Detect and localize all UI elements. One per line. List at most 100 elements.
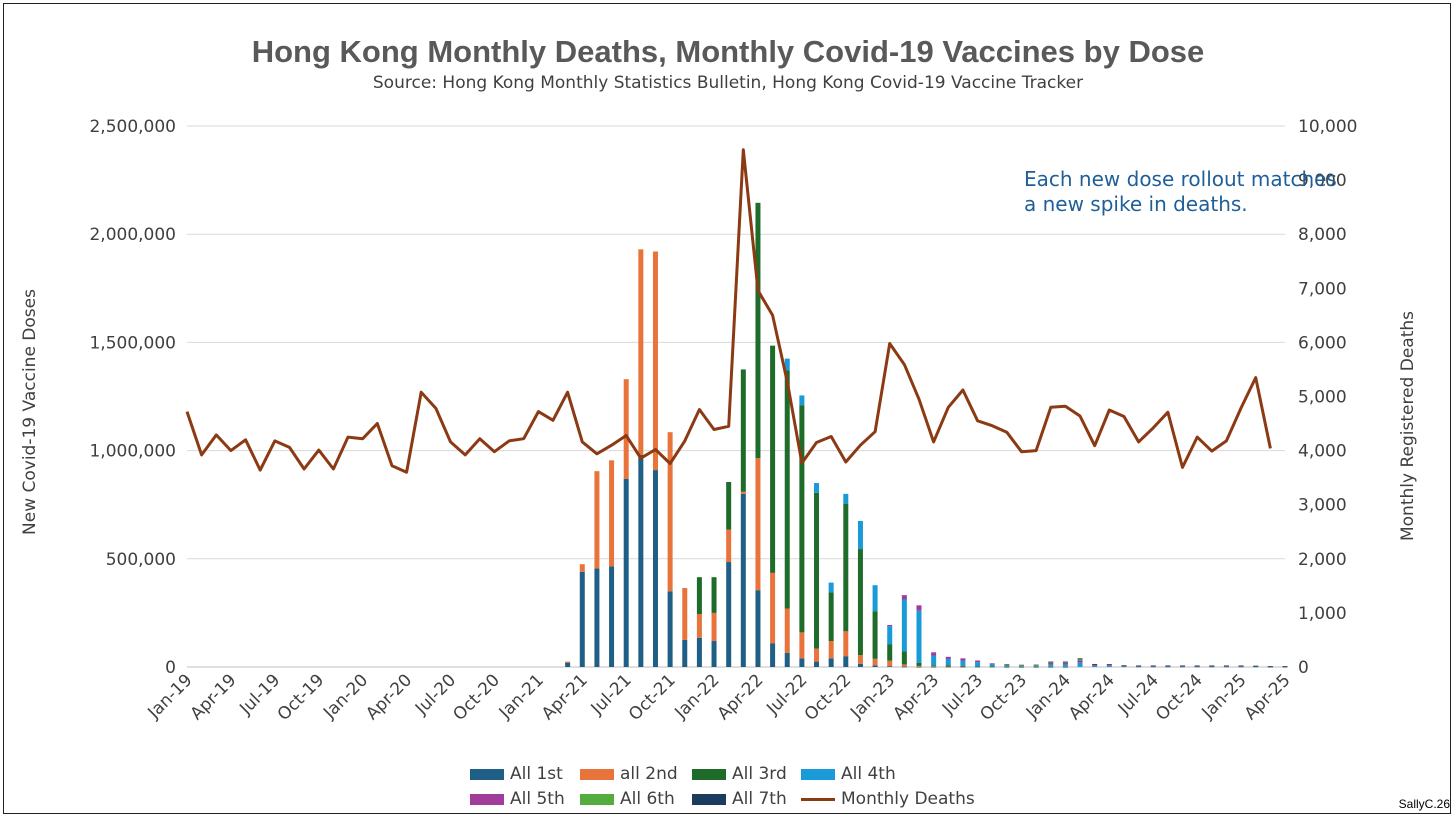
bar-segment (770, 572, 776, 644)
bar-segment (975, 662, 981, 667)
bar-segment (711, 577, 717, 613)
bar-segment (916, 665, 922, 667)
bar-segment (1238, 665, 1244, 667)
bar-segment (1048, 666, 1054, 668)
legend-swatch-dose2 (580, 768, 614, 780)
bar-segment (828, 592, 834, 642)
bar-segment (872, 658, 878, 666)
legend-item-dose5: All 5th (470, 789, 565, 809)
bar-segment (1018, 666, 1024, 668)
bar-segment (916, 666, 922, 668)
bar-segment (931, 665, 937, 667)
x-tick-label: Jan-25 (1198, 670, 1251, 723)
bar-segment (1209, 666, 1215, 667)
x-tick-label: Oct-23 (976, 670, 1031, 725)
bar-segment (784, 652, 790, 667)
bar-segment (638, 454, 644, 667)
bar-segment (652, 470, 658, 667)
bar-segment (784, 370, 790, 609)
bar-segment (814, 648, 820, 662)
bar-segment (1223, 666, 1229, 668)
y-tick-right: 8,000 (1298, 225, 1347, 245)
y-tick-right: 10,000 (1298, 117, 1357, 137)
bar-segment (1121, 665, 1127, 667)
bar-segment (667, 432, 673, 592)
bar-segment (857, 549, 863, 656)
bar-segment (1136, 666, 1142, 668)
legend-item-dose7: All 7th (692, 789, 787, 809)
bar-segment (931, 666, 937, 668)
bar-segment (843, 503, 849, 632)
x-tick-label: Jan-22 (671, 670, 724, 723)
bar-segment (887, 660, 893, 667)
bar-segment (960, 660, 966, 666)
bar-segment (1180, 666, 1186, 668)
y-tick-right: 4,000 (1298, 442, 1347, 462)
bar-segment (711, 612, 717, 642)
bar-segment (696, 637, 702, 667)
bar-segment (887, 644, 893, 661)
bar-segment (989, 663, 995, 665)
bar-segment (857, 663, 863, 667)
bar-segment (1223, 666, 1229, 667)
bar-segment (755, 202, 761, 459)
bar-segment (931, 666, 937, 668)
bar-segment (960, 666, 966, 668)
bar-segment (931, 655, 937, 666)
bar-segment (1092, 664, 1098, 666)
bar-segment (1004, 663, 1010, 665)
bar-segment (901, 595, 907, 600)
bar-segment (799, 632, 805, 659)
bar-segment (1033, 665, 1039, 667)
bar-segment (1180, 665, 1186, 667)
bar-segment (814, 483, 820, 493)
legend-item-dose2: all 2nd (580, 764, 678, 784)
annotation-line-1: Each new dose rollout matches (1024, 167, 1337, 191)
chart-title: Hong Kong Monthly Deaths, Monthly Covid-… (251, 34, 1205, 69)
bar-segment (1018, 664, 1024, 666)
chart-frame (3, 3, 1451, 814)
x-tick-label: Jan-24 (1022, 670, 1075, 723)
bar-segment (1062, 661, 1068, 663)
bar-segment (872, 611, 878, 659)
legend-swatch-dose7 (692, 793, 726, 805)
bar-segment (696, 577, 702, 614)
bar-segment (667, 591, 673, 667)
legend-swatch-dose4 (801, 768, 835, 780)
bar-segment (945, 656, 951, 659)
bar-segment (960, 665, 966, 667)
bar-segment (1077, 662, 1083, 667)
bar-segment (1077, 660, 1083, 663)
y-tick-right: 3,000 (1298, 496, 1347, 516)
legend-item-dose6: All 6th (580, 789, 675, 809)
bar-segment (1077, 658, 1083, 661)
annotation-text: Each new dose rollout matches a new spik… (1024, 167, 1337, 217)
bar-segment (1267, 666, 1273, 667)
legend-item-dose3: All 3rd (692, 764, 787, 784)
bar-segment (857, 655, 863, 664)
legend-label-deaths: Monthly Deaths (841, 789, 975, 809)
bar-segment (594, 568, 600, 667)
bar-segment (609, 460, 615, 567)
bar-segment (901, 651, 907, 665)
x-tick-label: Oct-22 (801, 670, 856, 725)
bar-segment (843, 631, 849, 657)
y-tick-left: 1,000,000 (89, 442, 176, 462)
bar-segment (887, 666, 893, 667)
bar-segment (887, 626, 893, 645)
y-tick-right: 6,000 (1298, 333, 1347, 353)
bar-segment (975, 660, 981, 663)
bar-segment (579, 564, 585, 572)
bar-segment (1150, 666, 1156, 668)
bar-segment (1048, 662, 1054, 665)
bar-segment (1238, 666, 1244, 667)
bar-segment (784, 358, 790, 371)
x-tick-label: Apr-24 (1065, 670, 1119, 724)
bar-segment (1106, 665, 1112, 667)
y-tick-right: 1,000 (1298, 604, 1347, 624)
bar-segment (652, 251, 658, 471)
bar-segment (1106, 664, 1112, 665)
legend-label-dose3: All 3rd (732, 764, 787, 784)
bar-segment (1092, 665, 1098, 667)
bar-segment (770, 643, 776, 667)
